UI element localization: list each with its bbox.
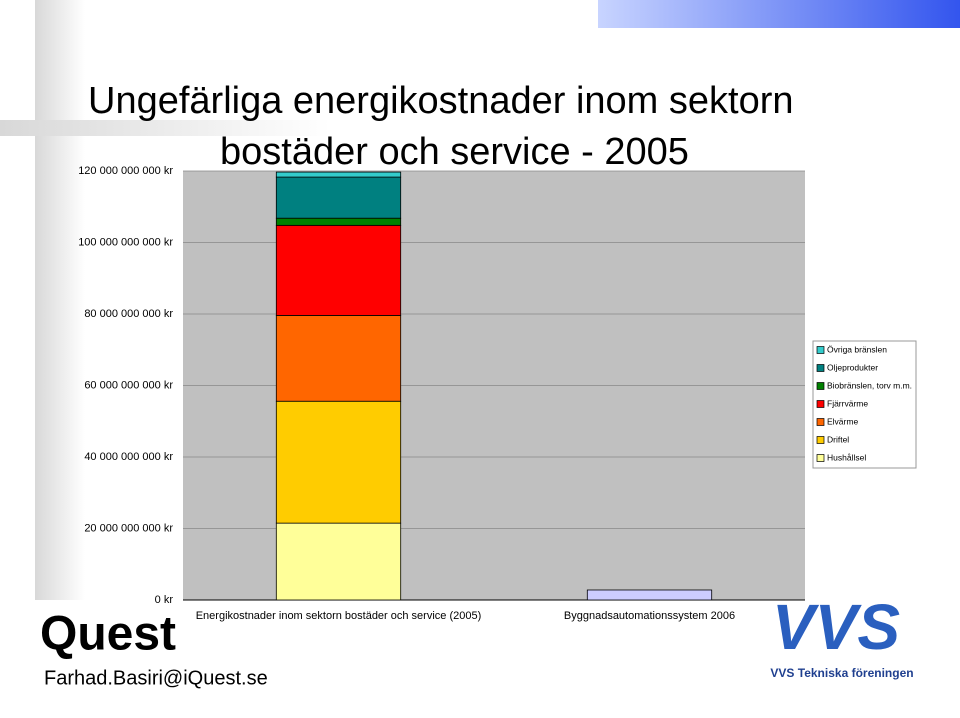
logo-right-mark: VVS [772, 591, 900, 663]
legend-swatch [816, 364, 825, 372]
bar-segment [275, 176, 402, 219]
email: Farhad.Basiri@iQuest.se [44, 667, 268, 689]
y-tick-label: 120 000 000 000 kr [78, 165, 173, 177]
title: Ungefärliga energikostnader inom sektorn [88, 80, 794, 122]
bar-segment [275, 217, 402, 226]
decor-bar [598, 0, 960, 28]
legend-label: Elvärme [827, 416, 858, 426]
legend-swatch [816, 346, 825, 354]
legend-label: Oljeprodukter [827, 362, 878, 372]
legend-swatch [816, 418, 825, 426]
legend-label: Hushållsel [827, 452, 866, 462]
legend-label: Biobränslen, torv m.m. [827, 380, 912, 390]
x-tick-label: Energikostnader inom sektorn bostäder oc… [196, 610, 482, 622]
legend-label: Övriga bränslen [827, 344, 887, 354]
bar-segment [275, 224, 402, 316]
logo-right-text: VVS Tekniska föreningen [770, 666, 913, 680]
y-tick-label: 100 000 000 000 kr [78, 236, 173, 248]
bar-segment [275, 171, 402, 178]
logo-left: Quest [40, 608, 176, 661]
decor-band [35, 0, 85, 600]
y-tick-label: 80 000 000 000 kr [84, 308, 173, 320]
y-tick-label: 20 000 000 000 kr [84, 522, 173, 534]
title: bostäder och service - 2005 [220, 131, 689, 173]
legend-label: Fjärrvärme [827, 398, 868, 408]
bar-segment [275, 315, 402, 402]
legend-label: Driftel [827, 434, 849, 444]
x-tick-label: Byggnadsautomationssystem 2006 [564, 610, 735, 622]
y-tick-label: 60 000 000 000 kr [84, 379, 173, 391]
legend-swatch [816, 436, 825, 444]
chart: 0 kr 20 000 000 000 kr 40 000 000 000 kr 60… [78, 165, 917, 622]
decor-band [0, 120, 330, 136]
legend-box [812, 340, 917, 469]
legend-swatch [816, 454, 825, 462]
legend-swatch [816, 382, 825, 390]
bar-segment [275, 400, 402, 524]
y-tick-label: 40 000 000 000 kr [84, 451, 173, 463]
bar-segment [275, 522, 402, 601]
legend-swatch [816, 400, 825, 408]
y-tick-label: 0 kr [155, 594, 174, 606]
bar-segment [586, 589, 713, 601]
